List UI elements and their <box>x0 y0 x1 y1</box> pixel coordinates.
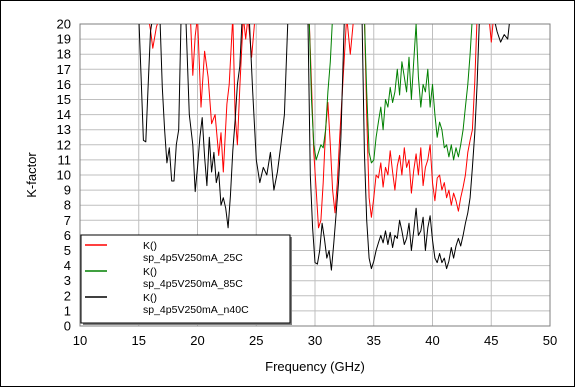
y-tick-label: 10 <box>57 168 71 183</box>
x-tick-label: 35 <box>367 333 381 348</box>
series-line-1 <box>148 24 494 229</box>
legend-label: K() <box>143 292 157 304</box>
y-tick-label: 20 <box>57 17 71 32</box>
legend-label: K() <box>143 266 157 278</box>
y-tick-label: 13 <box>57 122 71 137</box>
series-line-2 <box>308 24 473 164</box>
y-tick-label: 9 <box>64 183 71 198</box>
series-line-3 <box>138 24 510 271</box>
x-tick-label: 40 <box>425 333 439 348</box>
x-tick-label: 50 <box>543 333 557 348</box>
y-tick-label: 14 <box>57 107 71 122</box>
y-tick-label: 7 <box>64 213 71 228</box>
y-tick-label: 4 <box>64 258 71 273</box>
x-axis-title: Frequency (GHz) <box>265 359 365 374</box>
x-tick-label: 10 <box>73 333 87 348</box>
y-tick-label: 12 <box>57 137 71 152</box>
x-tick-label: 15 <box>132 333 146 348</box>
legend-label: K() <box>143 240 157 252</box>
y-tick-label: 5 <box>64 243 71 258</box>
y-tick-label: 8 <box>64 198 71 213</box>
legend-series-name: sp_4p5V250mA_25C <box>143 252 243 264</box>
x-tick-label: 25 <box>249 333 263 348</box>
legend: K()sp_4p5V250mA_25CK()sp_4p5V250mA_85CK(… <box>80 234 292 325</box>
x-tick-label: 30 <box>308 333 322 348</box>
legend-box <box>80 234 291 324</box>
y-tick-label: 6 <box>64 228 71 243</box>
legend-series-name: sp_4p5V250mA_n40C <box>143 304 249 316</box>
y-tick-label: 0 <box>64 319 71 334</box>
y-tick-label: 17 <box>57 62 71 77</box>
x-tick-label: 45 <box>484 333 498 348</box>
y-tick-label: 1 <box>64 303 71 318</box>
x-tick-label: 20 <box>190 333 204 348</box>
y-axis-title: K-factor <box>24 152 39 198</box>
y-tick-label: 3 <box>64 273 71 288</box>
series-group <box>138 24 510 271</box>
y-tick-label: 15 <box>57 92 71 107</box>
y-tick-label: 18 <box>57 47 71 62</box>
legend-series-name: sp_4p5V250mA_85C <box>143 278 243 290</box>
tick-labels: 10 15 20 25 30 35 40 45 500123456789101112131415… <box>57 17 558 349</box>
plot-area <box>79 23 551 327</box>
y-tick-label: 16 <box>57 77 71 92</box>
y-tick-label: 2 <box>64 288 71 303</box>
y-tick-label: 19 <box>57 32 71 47</box>
y-tick-label: 11 <box>58 152 72 167</box>
